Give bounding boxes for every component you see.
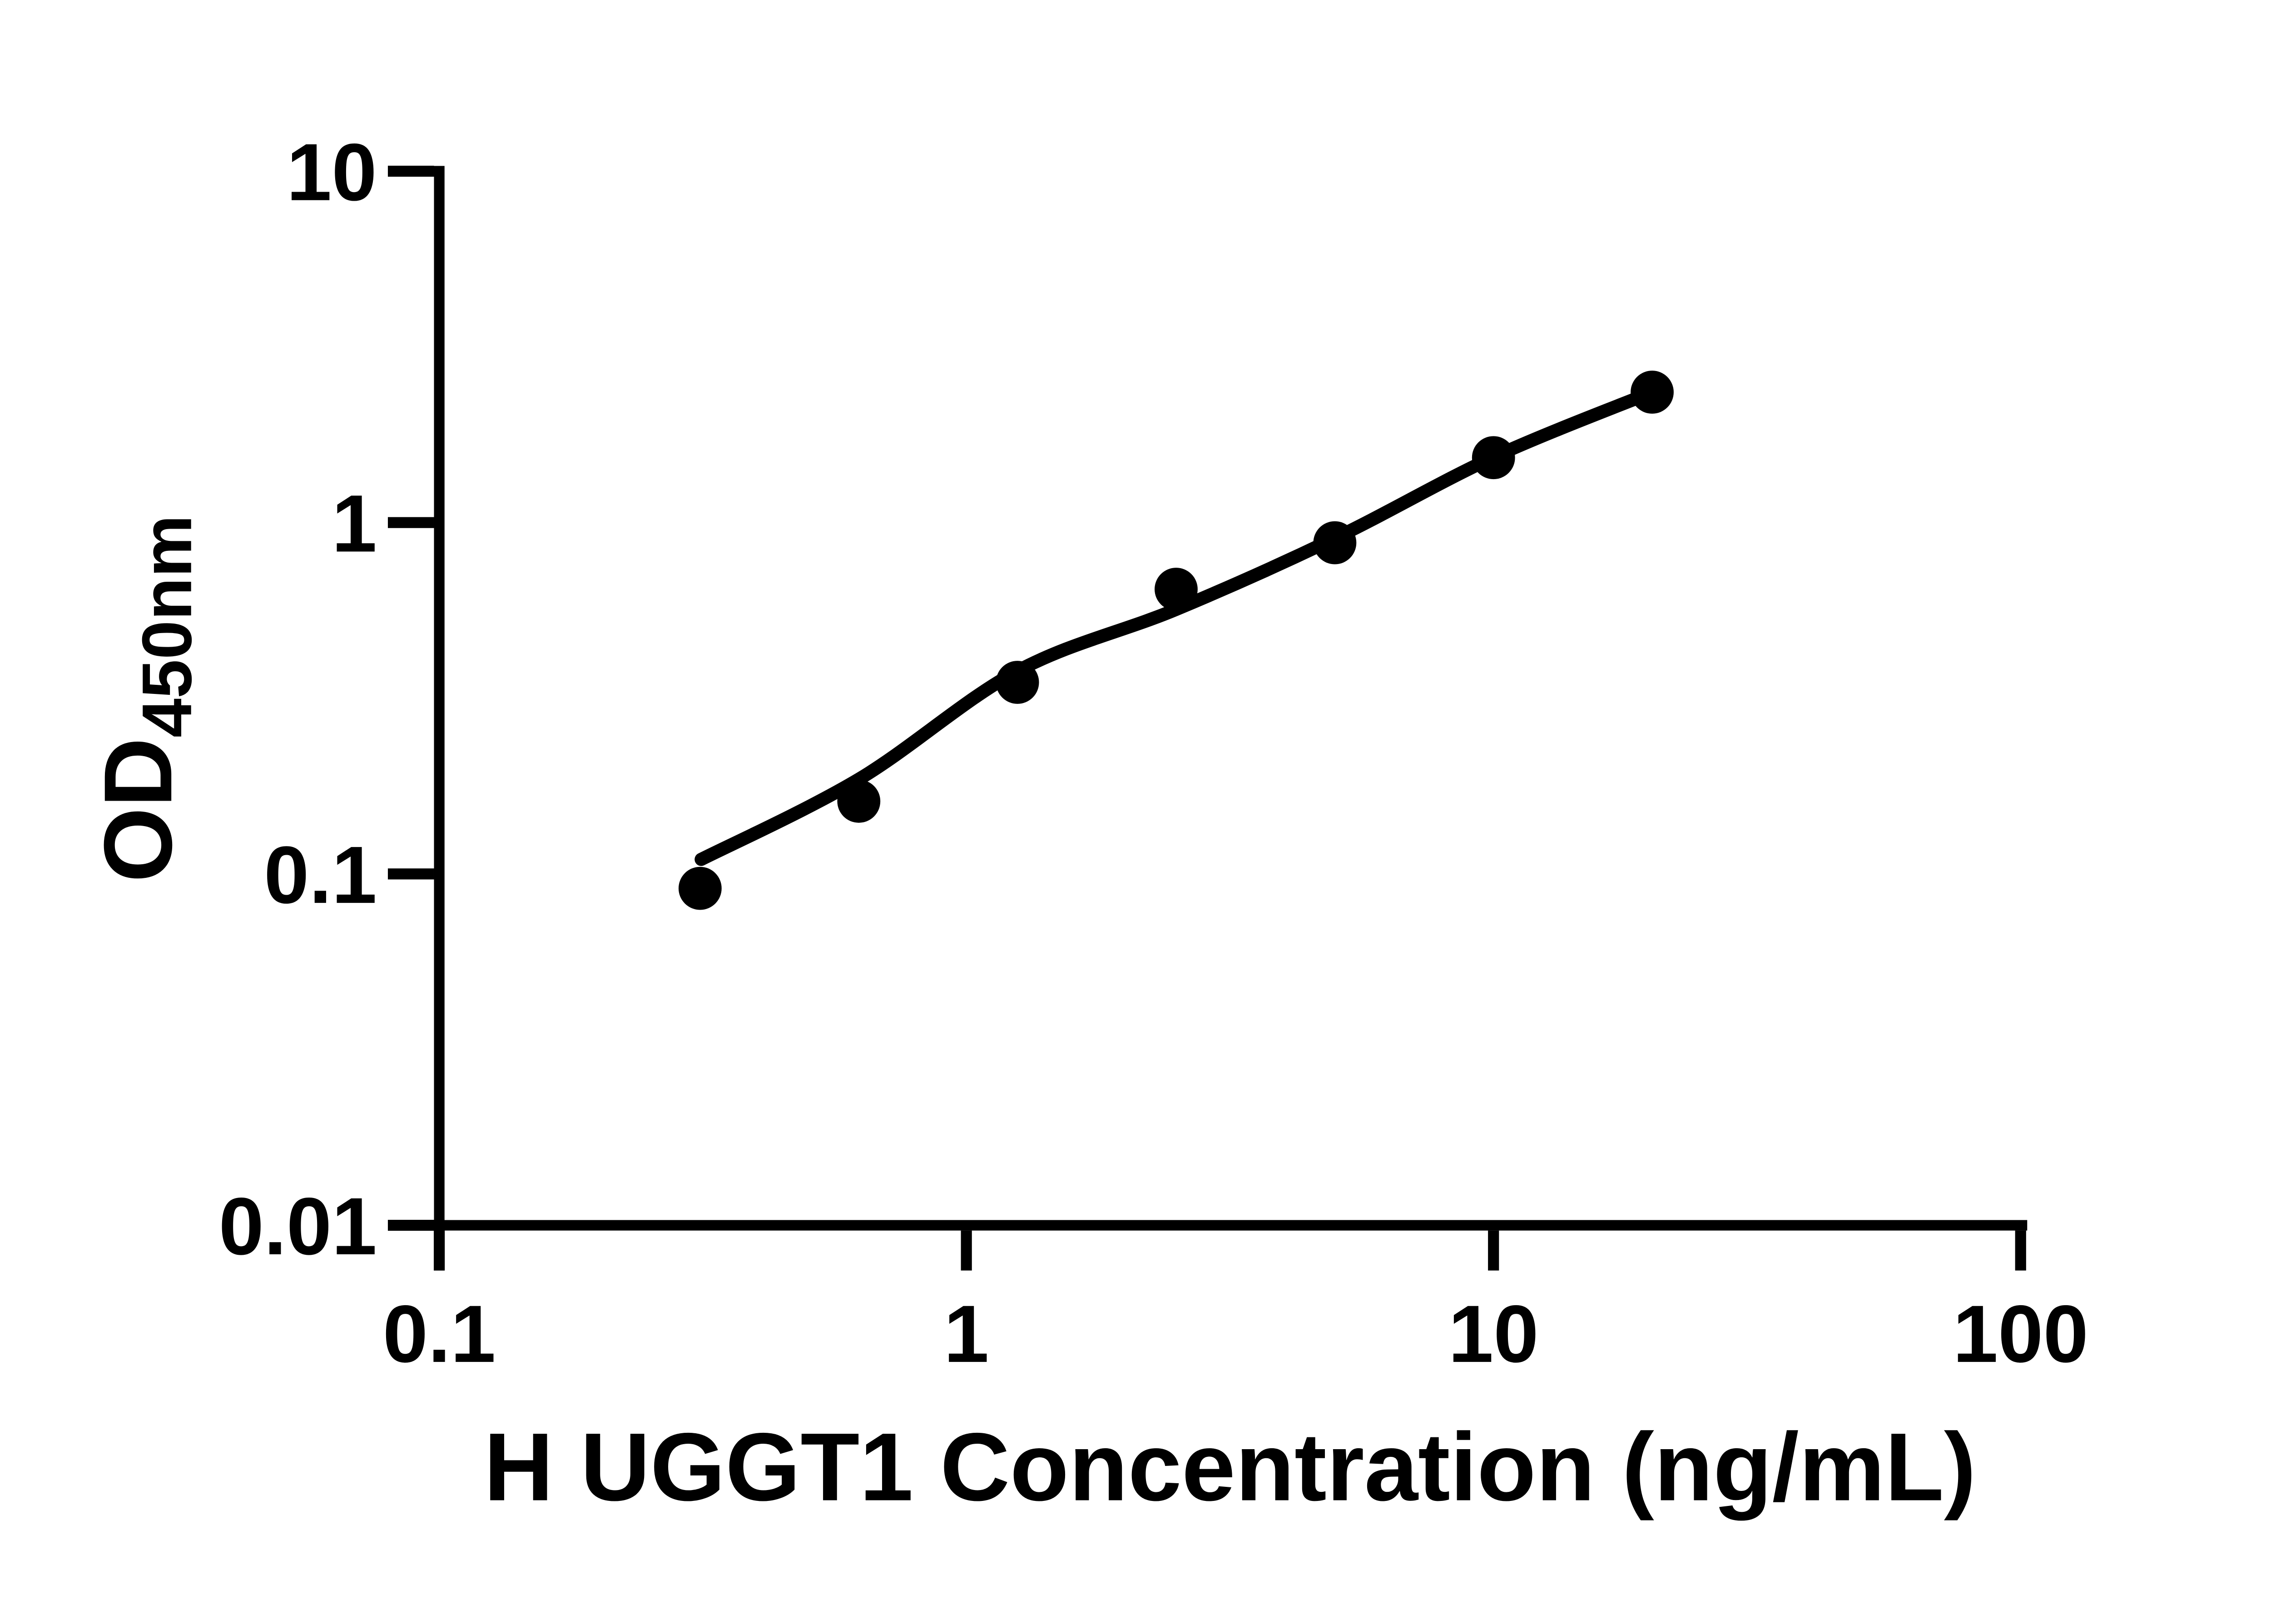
y-axis-title-main: OD (84, 738, 192, 882)
data-point (1472, 436, 1515, 480)
x-tick-label: 10 (1448, 1288, 1539, 1379)
axes (434, 166, 2028, 1271)
data-point (996, 661, 1039, 704)
x-axis-ticks: 0.1 1 10 100 (383, 1230, 2088, 1379)
y-axis-ticks: 10 1 0.1 0.01 (219, 127, 434, 1272)
x-axis-title: H UGGT1 Concentration (ng/mL) (484, 1413, 1976, 1521)
data-point (1155, 568, 1198, 611)
x-tick-label: 0.1 (383, 1288, 496, 1379)
data-point (1313, 521, 1357, 564)
y-axis-title: OD450nm (84, 515, 206, 882)
data-points (679, 371, 1674, 910)
y-tick-label: 0.01 (219, 1181, 377, 1272)
y-axis-title-subscript: 450nm (128, 515, 206, 738)
y-tick-label: 10 (287, 127, 377, 218)
y-tick-label: 1 (332, 478, 377, 569)
data-point (837, 779, 881, 823)
x-tick-label: 1 (944, 1288, 989, 1379)
y-tick-label: 0.1 (264, 829, 377, 920)
data-point (1631, 371, 1674, 414)
x-tick-label: 100 (1953, 1288, 2088, 1379)
data-point (679, 866, 722, 910)
